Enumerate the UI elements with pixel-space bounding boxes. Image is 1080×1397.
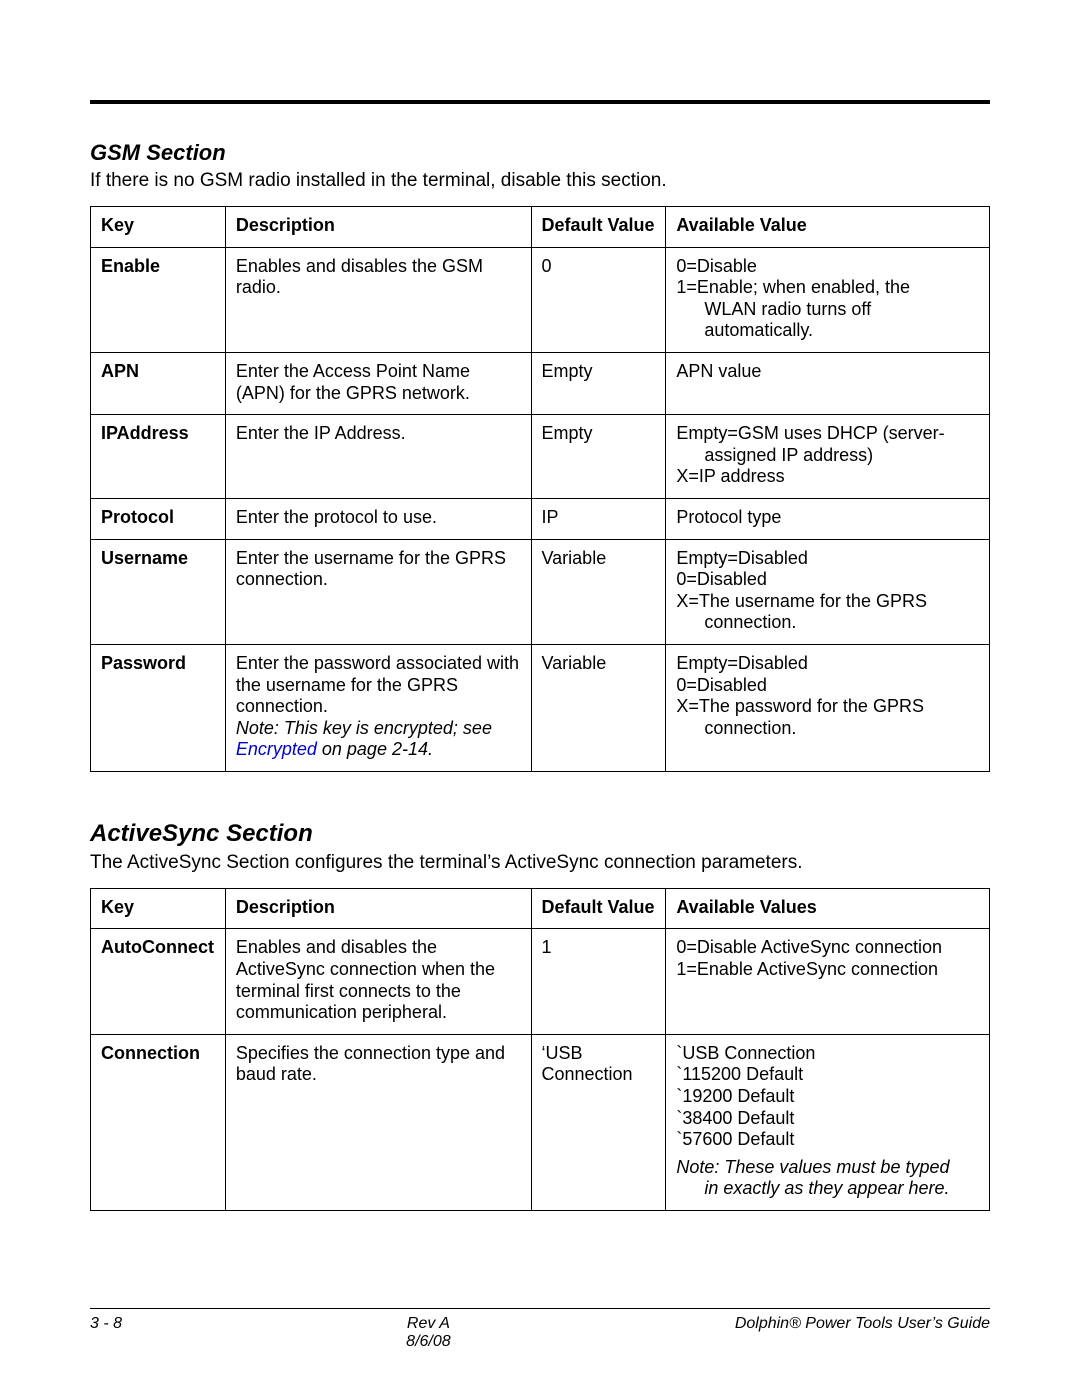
avail-line: connection.	[676, 612, 979, 634]
cell-def: Empty	[531, 352, 666, 414]
th-desc: Description	[225, 888, 531, 929]
avail-line: `19200 Default	[676, 1086, 979, 1108]
avail-line: Empty=Disabled	[676, 653, 979, 675]
cell-key: Connection	[91, 1034, 226, 1210]
cell-desc: Enter the username for the GPRS connecti…	[225, 539, 531, 644]
table-row: Password Enter the password associated w…	[91, 644, 990, 771]
avail-line: `USB Connection	[676, 1043, 979, 1065]
page-footer: 3 - 8 Rev A 8/6/08 Dolphin® Power Tools …	[90, 1308, 990, 1351]
avail-line: Empty=Disabled	[676, 548, 979, 570]
table-header-row: Key Description Default Value Available …	[91, 207, 990, 248]
table-row: Enable Enables and disables the GSM radi…	[91, 247, 990, 352]
cell-key: Username	[91, 539, 226, 644]
table-header-row: Key Description Default Value Available …	[91, 888, 990, 929]
table-row: Protocol Enter the protocol to use. IP P…	[91, 498, 990, 539]
cell-avail: Protocol type	[666, 498, 990, 539]
activesync-heading: ActiveSync Section	[90, 820, 990, 848]
cell-avail: Empty=Disabled 0=Disabled X=The password…	[666, 644, 990, 771]
cell-def: Variable	[531, 644, 666, 771]
desc-text: Enter the password associated with the u…	[236, 653, 521, 718]
cell-def: Variable	[531, 539, 666, 644]
cell-avail: Empty=Disabled 0=Disabled X=The username…	[666, 539, 990, 644]
note-text: Note: This key is encrypted; see Encrypt…	[236, 718, 521, 761]
cell-desc: Enter the protocol to use.	[225, 498, 531, 539]
cell-def: Empty	[531, 415, 666, 499]
table-row: Username Enter the username for the GPRS…	[91, 539, 990, 644]
avail-line: 0=Disabled	[676, 675, 979, 697]
cell-def: IP	[531, 498, 666, 539]
note-prefix: Note: This key is encrypted; see	[236, 718, 492, 738]
cell-def: 0	[531, 247, 666, 352]
cell-def: ‘USB Connection	[531, 1034, 666, 1210]
cell-desc: Enables and disables the ActiveSync conn…	[225, 929, 531, 1034]
gsm-table: Key Description Default Value Available …	[90, 206, 990, 772]
avail-line: X=The password for the GPRS	[676, 696, 979, 718]
avail-line: 0=Disable	[676, 256, 979, 278]
cell-avail: Empty=GSM uses DHCP (server- assigned IP…	[666, 415, 990, 499]
footer-rev: Rev A	[406, 1315, 450, 1333]
encrypted-link[interactable]: Encrypted	[236, 739, 317, 759]
avail-line: `115200 Default	[676, 1064, 979, 1086]
th-desc: Description	[225, 207, 531, 248]
th-key: Key	[91, 888, 226, 929]
cell-key: AutoConnect	[91, 929, 226, 1034]
cell-key: Enable	[91, 247, 226, 352]
avail-line: X=The username for the GPRS	[676, 591, 979, 613]
cell-desc: Specifies the connection type and baud r…	[225, 1034, 531, 1210]
cell-avail: APN value	[666, 352, 990, 414]
cell-key: Password	[91, 644, 226, 771]
avail-line: 0=Disabled	[676, 569, 979, 591]
gsm-intro: If there is no GSM radio installed in th…	[90, 170, 990, 192]
th-avail: Available Value	[666, 207, 990, 248]
avail-line: `38400 Default	[676, 1108, 979, 1130]
avail-line: X=IP address	[676, 466, 979, 488]
table-row: Connection Specifies the connection type…	[91, 1034, 990, 1210]
cell-avail: `USB Connection `115200 Default `19200 D…	[666, 1034, 990, 1210]
cell-desc: Enter the IP Address.	[225, 415, 531, 499]
cell-key: IPAddress	[91, 415, 226, 499]
note-line: in exactly as they appear here.	[676, 1178, 979, 1200]
cell-desc: Enter the Access Point Name (APN) for th…	[225, 352, 531, 414]
avail-line: 1=Enable ActiveSync connection	[676, 959, 979, 981]
footer-doc-title: Dolphin® Power Tools User’s Guide	[735, 1315, 990, 1351]
note-suffix: on page 2-14.	[317, 739, 433, 759]
table-row: AutoConnect Enables and disables the Act…	[91, 929, 990, 1034]
gsm-heading: GSM Section	[90, 140, 990, 166]
cell-desc: Enables and disables the GSM radio.	[225, 247, 531, 352]
footer-date: 8/6/08	[406, 1333, 450, 1351]
activesync-intro: The ActiveSync Section configures the te…	[90, 852, 990, 874]
activesync-table: Key Description Default Value Available …	[90, 888, 990, 1211]
th-def: Default Value	[531, 888, 666, 929]
th-def: Default Value	[531, 207, 666, 248]
footer-rule	[90, 1308, 990, 1309]
top-rule	[90, 100, 990, 104]
cell-key: Protocol	[91, 498, 226, 539]
cell-avail: 0=Disable ActiveSync connection 1=Enable…	[666, 929, 990, 1034]
th-avail: Available Values	[666, 888, 990, 929]
table-row: APN Enter the Access Point Name (APN) fo…	[91, 352, 990, 414]
avail-line: 0=Disable ActiveSync connection	[676, 937, 979, 959]
note-line: Note: These values must be typed	[676, 1157, 979, 1179]
avail-line: Empty=GSM uses DHCP (server-	[676, 423, 979, 445]
footer-page-number: 3 - 8	[90, 1315, 122, 1351]
table-row: IPAddress Enter the IP Address. Empty Em…	[91, 415, 990, 499]
avail-line: `57600 Default	[676, 1129, 979, 1151]
th-key: Key	[91, 207, 226, 248]
cell-avail: 0=Disable 1=Enable; when enabled, the WL…	[666, 247, 990, 352]
cell-key: APN	[91, 352, 226, 414]
avail-line: 1=Enable; when enabled, the	[676, 277, 979, 299]
avail-line: connection.	[676, 718, 979, 740]
cell-def: 1	[531, 929, 666, 1034]
avail-line: WLAN radio turns off automatically.	[676, 299, 979, 342]
cell-desc: Enter the password associated with the u…	[225, 644, 531, 771]
avail-line: assigned IP address)	[676, 445, 979, 467]
